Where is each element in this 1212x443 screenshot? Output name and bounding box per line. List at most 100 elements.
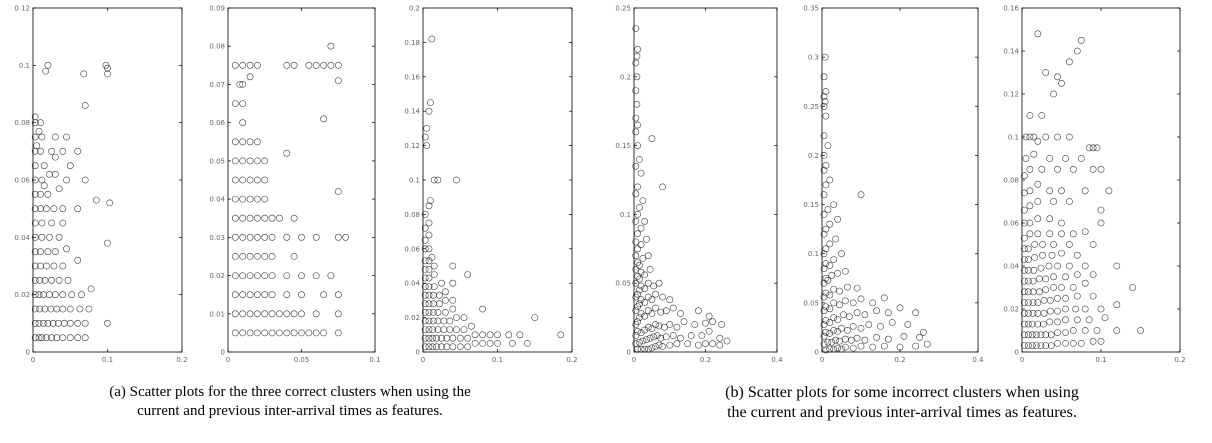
data-point [320,115,327,123]
data-point [74,256,82,264]
data-point [446,326,454,333]
data-point [632,190,640,198]
x-tick-label: 0.1 [369,356,380,364]
data-point [632,340,640,348]
data-point [509,339,516,347]
data-point [1021,342,1028,349]
y-tick-label: 0.2 [620,73,631,81]
data-point [231,272,239,279]
data-point [253,214,261,222]
data-point [1034,309,1042,317]
y-tick-label: 0.15 [615,142,631,150]
data-point [632,307,640,315]
data-point [820,73,828,81]
data-point [460,314,468,321]
data-point [1024,342,1032,349]
data-point [634,183,641,191]
x-tick-label: 0.1 [1095,356,1106,364]
data-point [828,271,836,279]
data-point [298,291,305,299]
data-point [421,245,429,253]
data-point [822,225,830,233]
data-point [1085,144,1093,152]
data-point [1093,327,1101,334]
data-point [441,288,449,296]
data-point [896,343,904,351]
y-tick-label: 0.06 [14,177,30,185]
data-point [826,176,834,184]
data-point [884,335,892,343]
data-point [92,196,100,204]
plot-frame [422,7,573,353]
data-point [38,233,46,241]
data-point [632,87,640,94]
data-point [239,310,247,318]
caption-a: (a) Scatter plots for the three correct … [95,383,485,421]
data-point [1030,133,1038,141]
data-point [634,121,641,129]
data-point [1046,318,1054,326]
data-point [666,341,674,349]
data-point [900,332,908,340]
data-point [853,284,861,292]
data-point [1030,266,1038,274]
data-point [1024,320,1032,328]
data-point [1021,320,1028,328]
data-point [838,250,845,258]
data-point [695,341,702,349]
data-point [830,299,838,307]
data-point [298,310,305,318]
data-point [1034,180,1042,188]
data-point [55,233,63,241]
data-point [822,112,830,120]
data-point [637,329,645,337]
data-point [1034,230,1042,238]
data-point [334,61,342,69]
data-point [1069,230,1077,238]
data-point [820,102,828,110]
x-tick-label: 0.1 [492,356,503,364]
data-point [47,305,55,313]
data-point [1058,187,1065,195]
data-point [453,326,460,333]
data-point [884,309,892,317]
data-point [1050,284,1057,291]
data-point [49,319,57,327]
data-point [869,343,877,351]
data-point [246,272,254,279]
data-point [423,142,431,149]
data-point [637,345,645,353]
data-point [60,319,68,327]
data-point [1137,327,1144,334]
data-point [421,326,429,333]
data-point [1062,155,1069,162]
data-point [479,331,486,339]
data-point [449,334,457,342]
data-point [268,252,276,260]
data-point [467,322,475,330]
data-point [421,317,429,325]
data-point [912,309,919,317]
data-point [80,70,88,78]
x-tick-label: 0.2 [1174,356,1185,364]
data-point [1058,249,1065,257]
y-tick-label: 0.35 [803,5,819,13]
data-point [557,331,565,339]
data-point [464,343,472,351]
data-point [31,233,39,241]
y-tick-label: 0.05 [803,299,819,307]
data-point [1026,165,1034,173]
data-point [1024,245,1032,253]
data-point [231,176,239,184]
x-tick-label: 0 [820,356,824,364]
data-point [59,147,67,155]
data-point [239,291,247,299]
data-point [661,323,668,331]
data-point [428,35,436,43]
data-point [31,248,39,256]
data-point [290,214,298,222]
data-point [1047,307,1054,315]
data-point [425,326,433,333]
data-point [705,312,713,320]
data-point [1054,133,1061,141]
